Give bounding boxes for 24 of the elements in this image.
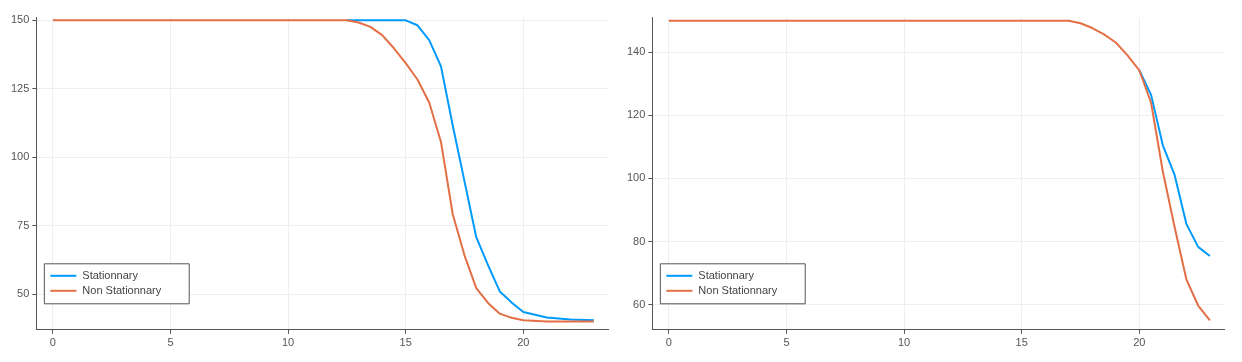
x-tick-label: 5 [167,336,174,349]
x-tick-label: 0 [665,336,672,349]
y-tick-label: 60 [633,297,646,310]
y-tick-label: 125 [10,81,30,94]
x-tick-label: 20 [517,336,530,349]
y-tick-label: 100 [10,150,30,163]
x-tick-label: 10 [281,336,295,349]
x-tick-label: 10 [897,336,911,349]
legend-label: Non Stationnary [698,283,778,296]
x-tick-label: 15 [399,336,412,349]
y-tick-label: 150 [10,13,30,26]
legend-label: Stationnary [82,268,139,281]
x-tick-label: 15 [1015,336,1028,349]
y-tick-label: 120 [626,108,646,121]
x-tick-label: 0 [49,336,56,349]
x-tick-label: 20 [1133,336,1146,349]
y-tick-label: 75 [17,218,30,231]
y-tick-label: 80 [633,234,646,247]
y-tick-label: 50 [17,287,30,300]
y-tick-label: 140 [626,45,646,58]
y-tick-label: 100 [626,171,646,184]
legend-label: Stationnary [698,268,755,281]
x-tick-label: 5 [783,336,790,349]
legend-label: Non Stationnary [82,283,162,296]
